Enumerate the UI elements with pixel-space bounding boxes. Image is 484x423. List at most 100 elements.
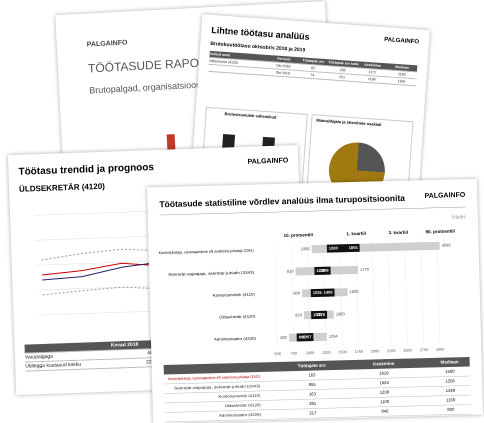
grid-line bbox=[274, 242, 278, 349]
table-header-bg bbox=[163, 356, 470, 375]
x-tick-label: 1500 bbox=[338, 350, 347, 354]
table-cell: 1238 bbox=[380, 389, 390, 394]
logo: PALGAINFO bbox=[383, 37, 420, 46]
table-cell: 236 bbox=[339, 68, 346, 73]
table-row-label: Administraator (4226) bbox=[219, 413, 262, 418]
table-row-label: Kontorijuhataja, varamajanduse või osako… bbox=[168, 375, 261, 381]
table-cell: Okt 2018 bbox=[276, 63, 291, 69]
table-cell: Üldlegga kuutasud kokku bbox=[25, 361, 82, 370]
table-cell: Periood bbox=[277, 56, 291, 62]
table-cell: 846 bbox=[381, 408, 389, 413]
p10-label: 682 bbox=[280, 335, 288, 340]
cover-title: TÖÖTASUDE RAPORT bbox=[87, 54, 216, 76]
quartile-bar bbox=[310, 288, 335, 298]
table-rule bbox=[164, 404, 471, 413]
x-tick-label: 1750 bbox=[355, 350, 364, 354]
note: Näidis bbox=[452, 214, 467, 220]
row-label: Kontoriametnik (4110) bbox=[213, 293, 256, 298]
table-header: Keskmine bbox=[373, 361, 395, 367]
table-cell: 74 bbox=[310, 72, 315, 78]
table-row-label: Kontoriametnik (4110) bbox=[218, 394, 261, 399]
table-cell: 1619 bbox=[379, 370, 389, 375]
table-cell: 1248 bbox=[446, 388, 456, 393]
x-tick-label: 1000 bbox=[306, 351, 315, 355]
table-rule bbox=[165, 413, 472, 423]
x-tick-label: 2250 bbox=[387, 349, 396, 353]
quartile-bar bbox=[326, 243, 360, 253]
table-cell: 1256 bbox=[445, 378, 455, 383]
table-cell: 1171 bbox=[368, 70, 377, 75]
x-tick-label: 2500 bbox=[403, 348, 412, 352]
table-cell: Kevad 2018 bbox=[110, 341, 139, 349]
table-rule bbox=[164, 394, 471, 404]
chart-title: Maavaldajate ja ettevõtete osakaal bbox=[316, 117, 382, 128]
p90-label: 1380 bbox=[336, 311, 346, 316]
table-cell: Keskmine bbox=[364, 62, 382, 68]
title: Töötasu trendid ja prognoos bbox=[18, 162, 155, 178]
p90-label: 1264 bbox=[329, 333, 339, 338]
q1-label: 1100 bbox=[316, 268, 326, 273]
x-tick-label: 2000 bbox=[371, 349, 380, 353]
x-tick-label: 500 bbox=[274, 352, 280, 356]
table-cell: 955 bbox=[309, 382, 317, 387]
grid-line bbox=[371, 239, 376, 346]
grid-line bbox=[290, 241, 294, 348]
q1-label: 1031 bbox=[313, 312, 323, 317]
p10-label: 1066 bbox=[301, 246, 311, 251]
p10-label: 810 bbox=[287, 269, 295, 274]
table-row-label: Üldsekretär (4120) bbox=[225, 403, 262, 408]
table-row-label: Sekretär-asjaajaja, sekretär-juhiabi (33… bbox=[174, 384, 261, 390]
quartile-bar bbox=[314, 266, 331, 276]
grid-line bbox=[388, 239, 392, 346]
x-tick-label: 3000 bbox=[436, 348, 445, 352]
q1-label: 1300 bbox=[329, 245, 339, 250]
x-tick-label: 750 bbox=[291, 351, 297, 355]
x-tick-label: 1250 bbox=[322, 351, 331, 355]
p10-label: 900 bbox=[293, 290, 301, 295]
table-header: Töötajate arv bbox=[298, 363, 327, 369]
table-cell: 1180 bbox=[397, 72, 406, 77]
table-cell: 820 bbox=[447, 407, 455, 412]
table-header: Mediaan bbox=[441, 359, 459, 364]
table-cell: 1100 bbox=[380, 399, 390, 404]
table-cell: 291 bbox=[309, 401, 317, 406]
chart-title: Brutosissetulek vahemikud bbox=[224, 111, 277, 120]
column-header: 1. kvartiil bbox=[346, 231, 366, 237]
q3-label: 1276 bbox=[316, 312, 326, 317]
grid-line bbox=[436, 237, 441, 344]
front-content: Töötasude statistiline võrdlev analüüs i… bbox=[159, 192, 472, 423]
table-cell: 1198 bbox=[367, 77, 376, 82]
q3-label: 1804 bbox=[349, 245, 359, 250]
x-tick-label: 2750 bbox=[420, 348, 429, 352]
grid-line bbox=[420, 238, 424, 345]
row-label: Kontorijuhataja, varamajanduse või osako… bbox=[159, 249, 255, 256]
table-rule bbox=[164, 375, 471, 385]
p90-label: 3036 bbox=[442, 242, 452, 247]
row-label: Sekretär-asjaajaja, sekretär-juhiabi (33… bbox=[168, 271, 255, 277]
table-cell: 82 bbox=[310, 66, 316, 71]
q3-label: 1349 bbox=[320, 268, 330, 273]
q3-label: 1057 bbox=[302, 334, 312, 339]
quartile-bar bbox=[296, 333, 314, 342]
row-label: Administraator (4226) bbox=[214, 337, 257, 342]
table-cell: Töötajate arv bbox=[302, 58, 325, 64]
title: Lihtne töötasu analüüs bbox=[211, 24, 310, 42]
q1-label: 800 bbox=[299, 334, 307, 339]
logo: PALGAINFO bbox=[425, 192, 466, 200]
logo: PALGAINFO bbox=[247, 157, 289, 166]
table-cell: Okt 2019 bbox=[275, 70, 291, 76]
table-cell: 1500 bbox=[445, 369, 455, 374]
table-cell: 163 bbox=[309, 391, 317, 396]
q1-label: 1035 bbox=[313, 290, 323, 295]
table-cell: 1524 bbox=[379, 380, 389, 385]
quartile-bar bbox=[311, 310, 328, 320]
p10-label: 920 bbox=[295, 312, 303, 317]
table-cell: 1160 bbox=[446, 397, 456, 402]
table-cell: 163 bbox=[308, 372, 316, 377]
table-cell: 251 bbox=[339, 74, 346, 80]
title: Töötasude statistiline võrdlev analüüs i… bbox=[159, 193, 405, 209]
table-cell: Mediaan bbox=[395, 64, 410, 70]
grid-line bbox=[355, 239, 359, 346]
table-cell: Töötajate arv kokku bbox=[328, 60, 359, 67]
